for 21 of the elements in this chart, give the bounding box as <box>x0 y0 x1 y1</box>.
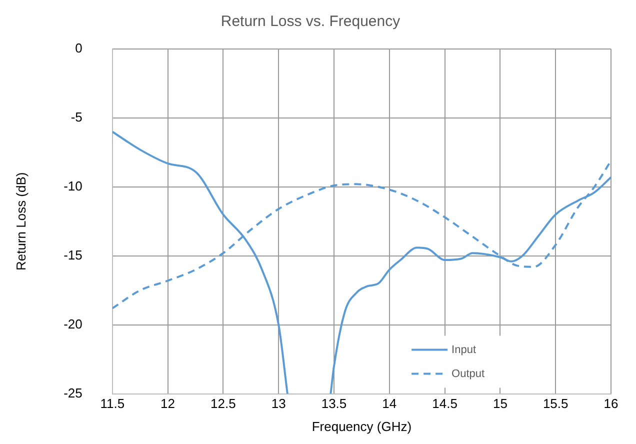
x-tick-label: 16 <box>604 396 618 412</box>
x-tick-label: 13.5 <box>321 396 347 412</box>
y-tick-label: -20 <box>64 316 82 332</box>
x-tick-label: 14 <box>382 396 397 412</box>
x-tick-label: 12.5 <box>210 396 236 412</box>
x-axis-title: Frequency (GHz) <box>312 418 412 434</box>
y-tick-label: -10 <box>64 178 82 194</box>
x-tick-label: 11.5 <box>100 396 125 412</box>
chart-title: Return Loss vs. Frequency <box>220 13 401 30</box>
y-tick-label: -25 <box>64 385 82 400</box>
x-tick-label: 12 <box>160 396 176 412</box>
x-tick-label: 13 <box>271 396 286 412</box>
x-tick-label: 14.5 <box>432 396 458 412</box>
y-tick-label: -5 <box>70 110 82 125</box>
legend-label: Input <box>452 344 476 356</box>
y-tick-label: 0 <box>75 40 82 56</box>
y-axis-title: Return Loss (dB) <box>13 172 28 271</box>
y-tick-label: -15 <box>64 247 82 262</box>
x-tick-label: 15.5 <box>542 396 568 412</box>
x-tick-label: 15 <box>492 396 508 412</box>
legend-label: Output <box>452 368 485 380</box>
